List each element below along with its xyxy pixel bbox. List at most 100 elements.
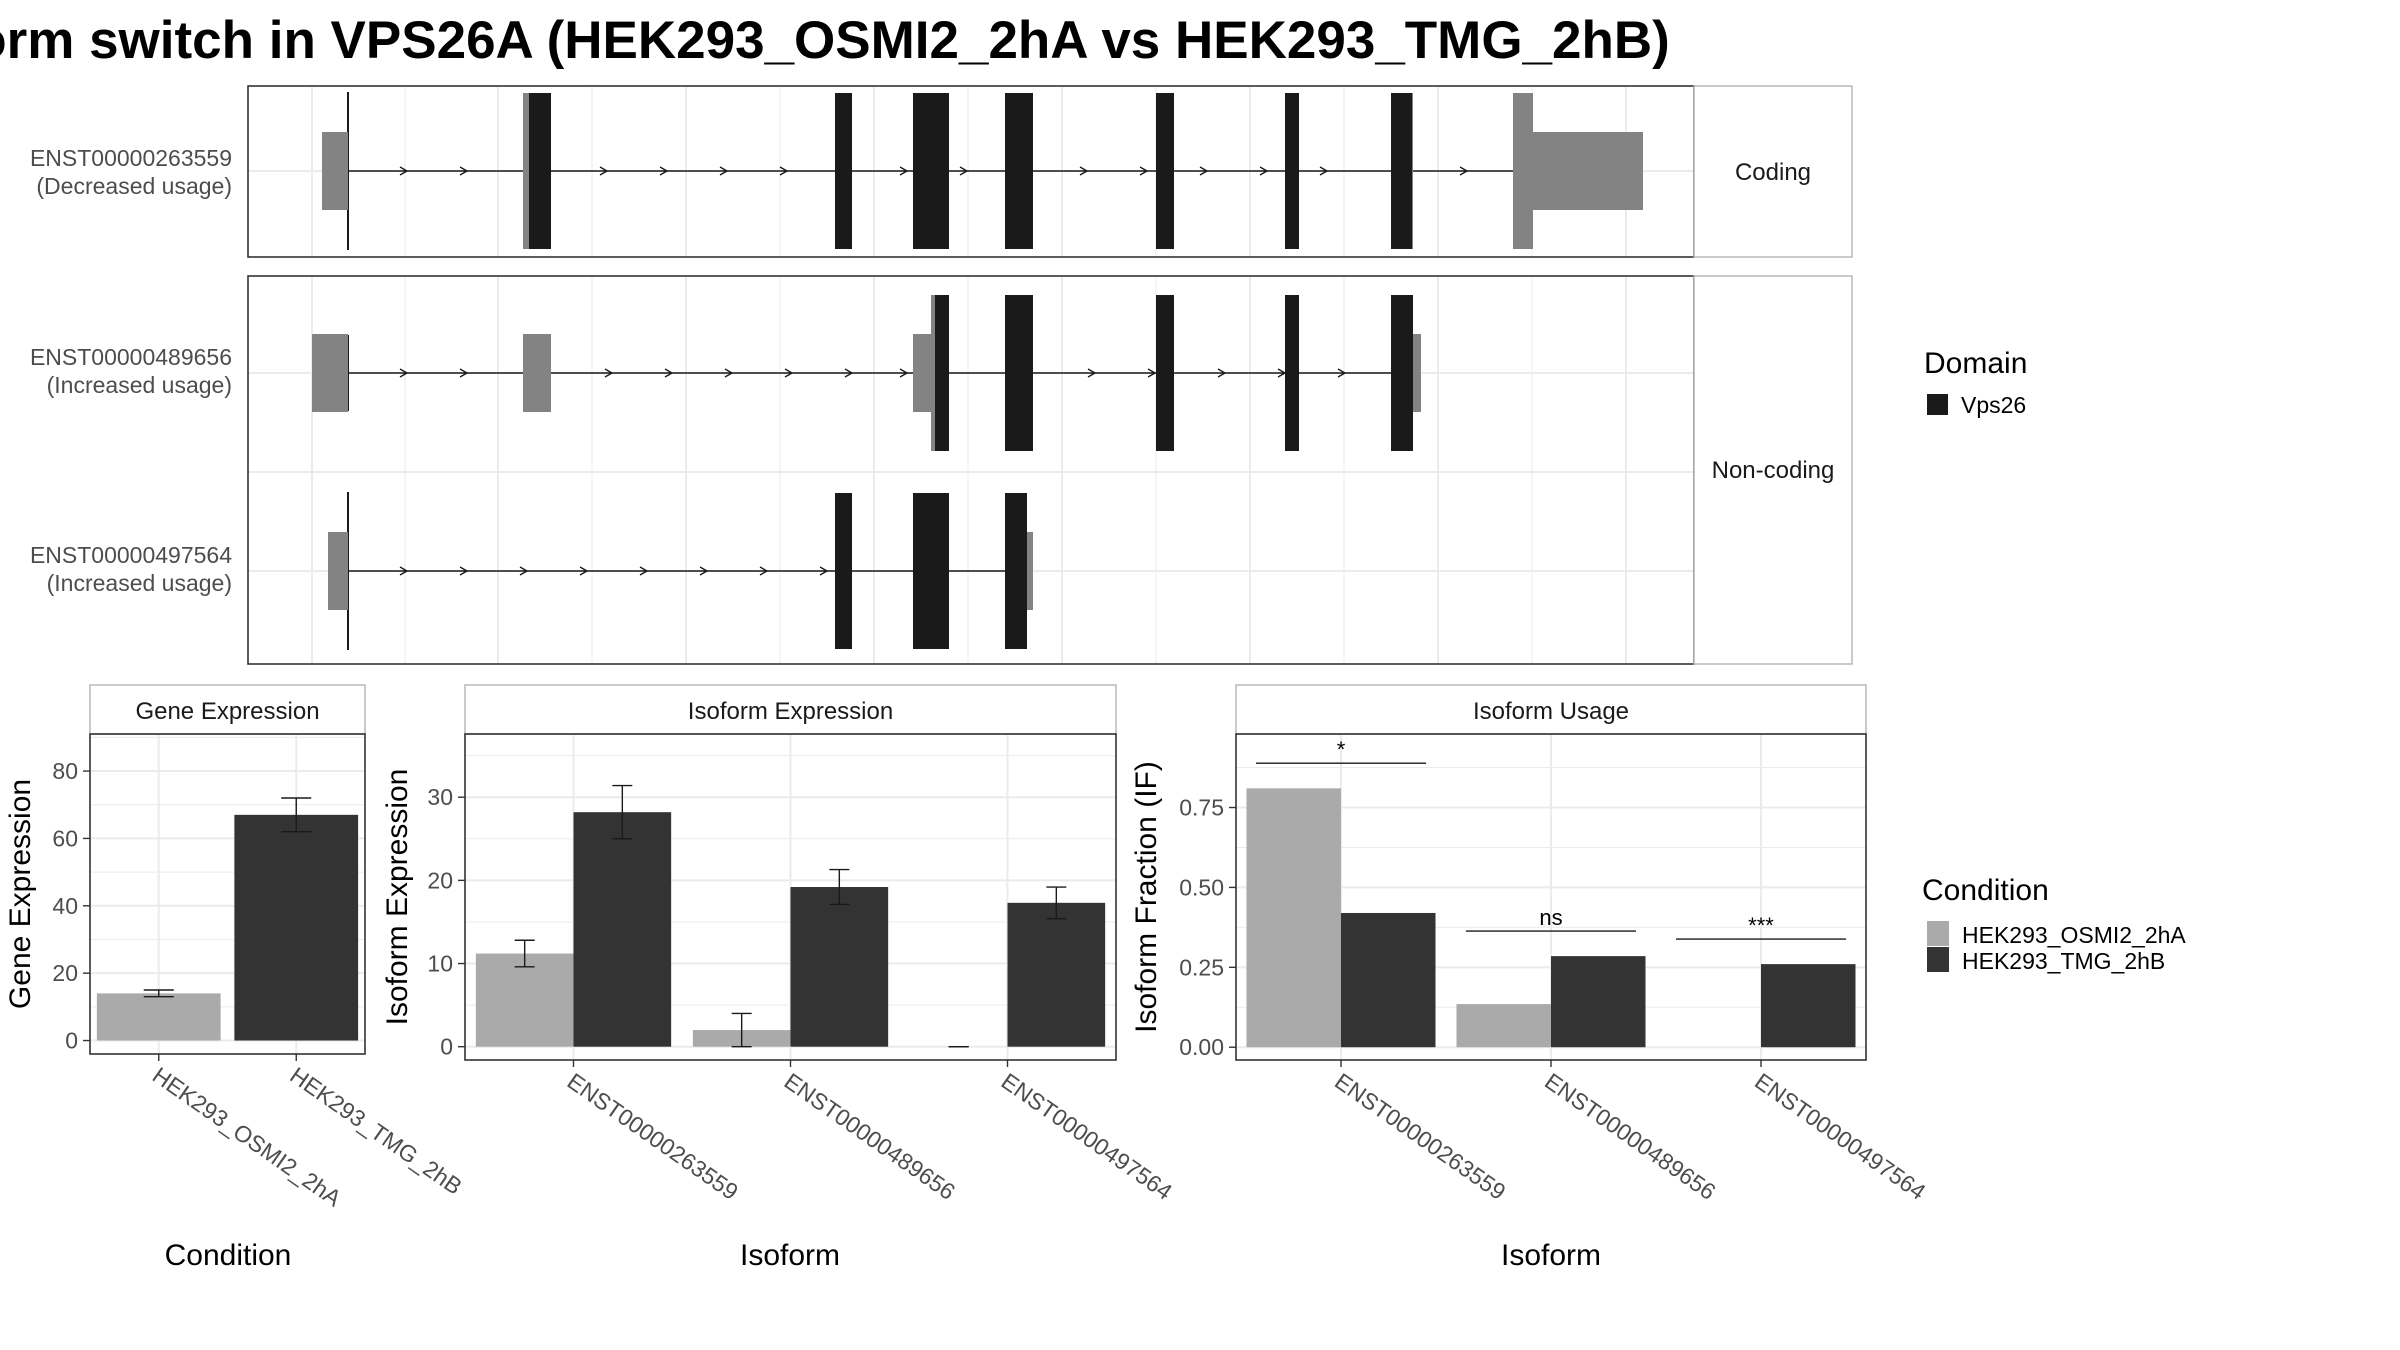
- condition-legend-label-b: HEK293_TMG_2hB: [1962, 948, 2165, 974]
- strand-arrow: [1319, 166, 1329, 176]
- transcript-usage-1: (Decreased usage): [36, 173, 232, 199]
- structure-panel-noncoding: Non-coding: [247, 275, 1853, 665]
- transcript-id-3: ENST00000497564: [30, 542, 232, 568]
- y-tick-label: 0.50: [1179, 874, 1224, 900]
- y-tick-label: 10: [427, 951, 453, 977]
- panel-strip: [1235, 684, 1867, 735]
- bar-HEK293_TMG_2hB-ENST00000497564: [1007, 902, 1106, 1047]
- exon-utr: [523, 334, 551, 412]
- strand-arrow: [779, 166, 789, 176]
- exon-utr: [523, 93, 529, 249]
- y-tick-label: 0.00: [1179, 1034, 1224, 1060]
- exon-domain-vps26: [835, 93, 852, 249]
- strand-arrow: [759, 566, 769, 576]
- y-tick-label: 20: [427, 867, 453, 893]
- y-tick-label: 0: [65, 1028, 78, 1054]
- condition-legend-label-a: HEK293_OSMI2_2hA: [1962, 922, 2186, 948]
- y-tick-label: 80: [52, 758, 78, 784]
- facet-strip-coding: [1693, 85, 1853, 258]
- bar-HEK293_OSMI2_2hA: [96, 993, 221, 1041]
- transcript-usage-3: (Increased usage): [47, 570, 232, 596]
- exon-utr: [931, 295, 937, 451]
- x-tick-label: ENST00000263559: [1330, 1068, 1510, 1205]
- domain-legend-swatch-vps26: [1927, 394, 1948, 415]
- strand-arrow: [784, 368, 794, 378]
- bar-HEK293_TMG_2hB: [234, 814, 359, 1041]
- exon-domain-vps26: [1391, 93, 1412, 249]
- exon-domain-vps26: [1156, 295, 1174, 451]
- domain-legend-title: Domain: [1924, 347, 2027, 380]
- exon-domain-vps26: [935, 295, 949, 451]
- strand-arrow: [1459, 166, 1469, 176]
- strand-arrow: [459, 368, 469, 378]
- exon-domain-vps26: [913, 493, 949, 649]
- domain-legend: Domain Vps26: [1924, 347, 2027, 418]
- exon-utr: [1533, 132, 1643, 210]
- facet-label-coding: Coding: [1735, 159, 1811, 186]
- strand-arrow: [399, 166, 409, 176]
- strand-arrow: [1139, 166, 1149, 176]
- transcript-id-1: ENST00000263559: [30, 145, 232, 171]
- exon-domain-vps26: [1005, 295, 1033, 451]
- y-tick-label: 20: [52, 960, 78, 986]
- exon-utr: [1413, 334, 1421, 412]
- transcript-ENST00000263559: [322, 92, 1643, 250]
- strand-arrow: [719, 166, 729, 176]
- exon-domain-vps26: [1005, 493, 1027, 649]
- y-axis-title: Isoform Fraction (IF): [1130, 761, 1163, 1033]
- exon-utr: [1513, 93, 1533, 249]
- x-axis-title: Condition: [165, 1239, 292, 1272]
- x-tick-label: ENST00000497564: [1750, 1068, 1931, 1205]
- y-tick-label: 0.25: [1179, 954, 1224, 980]
- bar-HEK293_TMG_2hB-ENST00000489656: [1551, 956, 1646, 1048]
- y-tick-label: 0: [440, 1034, 453, 1060]
- condition-legend: Condition HEK293_OSMI2_2hA HEK293_TMG_2h…: [1922, 874, 2186, 974]
- exon-utr: [913, 334, 935, 412]
- strand-arrow: [959, 166, 969, 176]
- exon-domain-vps26: [835, 493, 852, 649]
- strand-arrow: [1259, 166, 1269, 176]
- x-tick-label: ENST00000263559: [563, 1068, 743, 1205]
- x-axis-title: Isoform: [1501, 1239, 1601, 1272]
- strand-arrow: [459, 566, 469, 576]
- exon-domain-vps26: [1391, 295, 1413, 451]
- exon-utr: [312, 334, 348, 412]
- x-axis-title: Isoform: [740, 1239, 840, 1272]
- transcript-usage-2: (Increased usage): [47, 372, 232, 398]
- exon-domain-vps26: [1285, 295, 1299, 451]
- exon-utr: [1027, 532, 1033, 610]
- isoform-usage-chart: Isoform Usage * ns *** 0.00 0.25 0.50 0.75 ENST0…: [1130, 684, 1931, 1272]
- facet-label-noncoding: Non-coding: [1712, 457, 1835, 484]
- strand-arrow: [659, 166, 669, 176]
- strand-arrow: [899, 368, 909, 378]
- transcript-id-2: ENST00000489656: [30, 344, 232, 370]
- y-axis-title: Isoform Expression: [381, 769, 414, 1026]
- y-tick-label: 40: [52, 893, 78, 919]
- significance-label: *: [1337, 737, 1346, 762]
- y-tick-label: 60: [52, 825, 78, 851]
- bar-HEK293_TMG_2hB-ENST00000263559: [573, 812, 672, 1047]
- strand-arrow: [724, 368, 734, 378]
- exon-domain-vps26: [529, 93, 551, 249]
- strand-arrow: [1079, 166, 1089, 176]
- condition-legend-title: Condition: [1922, 874, 2049, 907]
- x-tick-label: ENST00000489656: [1540, 1068, 1720, 1205]
- panel-title: Isoform Expression: [688, 698, 893, 725]
- strand-arrow: [579, 566, 589, 576]
- strand-arrow: [899, 166, 909, 176]
- exon-utr: [328, 532, 348, 610]
- panel-title: Gene Expression: [135, 698, 319, 725]
- exon-domain-vps26: [913, 93, 949, 249]
- bar-HEK293_TMG_2hB-ENST00000263559: [1341, 912, 1436, 1048]
- structure-panel-coding: Coding: [247, 85, 1853, 258]
- transcript-ENST00000497564: [328, 492, 1033, 650]
- strand-arrow: [1217, 368, 1227, 378]
- strand-arrow: [519, 566, 529, 576]
- bar-HEK293_TMG_2hB-ENST00000497564: [1761, 964, 1856, 1048]
- facet-strip-noncoding: [1693, 275, 1853, 665]
- x-tick-label: ENST00000489656: [780, 1068, 960, 1205]
- strand-arrow: [1199, 166, 1209, 176]
- domain-legend-label-vps26: Vps26: [1961, 392, 2026, 418]
- strand-arrow: [844, 368, 854, 378]
- bar-HEK293_OSMI2_2hA-ENST00000489656: [1456, 1004, 1551, 1048]
